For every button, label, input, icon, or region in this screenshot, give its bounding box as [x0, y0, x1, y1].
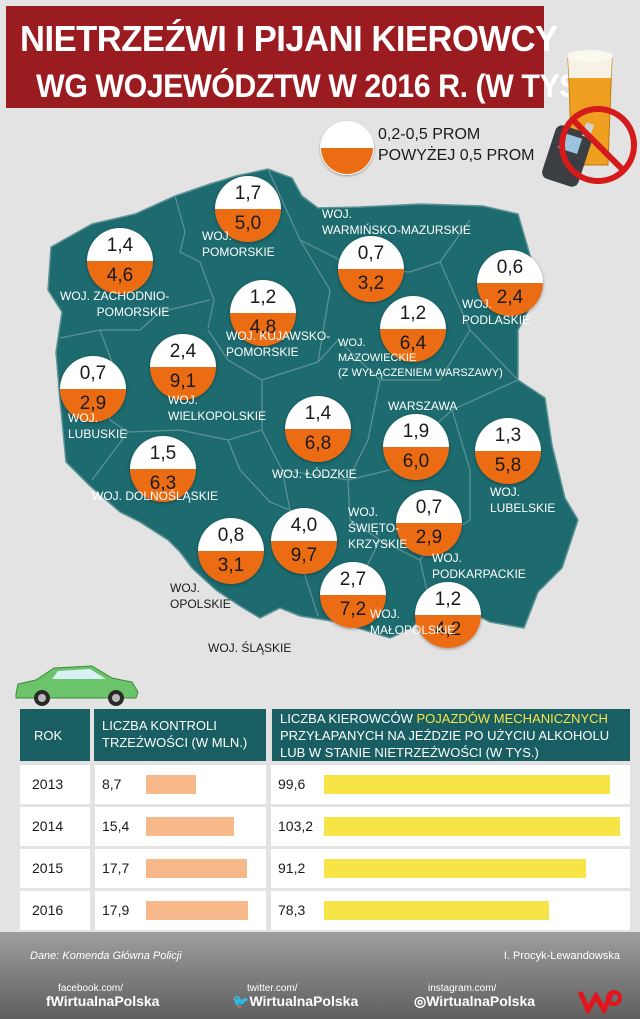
label-swietokrzyskie: WOJ. ŚWIĘTO- KRZYSKIE	[348, 505, 408, 551]
label-lubelskie: WOJ. LUBELSKIE	[490, 485, 556, 515]
source-text: Dane: Komenda Główna Policji	[30, 950, 182, 962]
facebook-url[interactable]: facebook.com/	[58, 983, 124, 994]
cell-year: 2016	[32, 902, 64, 918]
circle-slaskie: 4,0 9,7	[271, 508, 337, 574]
legend-circle	[320, 121, 374, 175]
drivers-bar	[324, 901, 549, 920]
circle-lodzkie: 1,4 6,8	[285, 396, 351, 462]
controls-bar	[146, 817, 234, 836]
label-warszawa: WARSZAWA	[388, 399, 458, 413]
controls-bar	[146, 775, 196, 794]
header-year: ROK	[20, 709, 90, 761]
label-kujawsko: WOJ. KUJAWSKO- POMORSKIE	[226, 329, 331, 359]
header-controls: LICZBA KONTROLI TRZEŹWOŚCI (W MLN.)	[94, 709, 266, 761]
label-lubuskie: WOJ. LUBUSKIE	[68, 411, 128, 441]
cell-controls: 17,9	[102, 902, 130, 918]
car-icon	[15, 665, 139, 706]
circle-lubelskie: 1,3 5,8	[475, 418, 541, 484]
author-text: I. Procyk-Lewandowska	[503, 950, 620, 962]
legend-low-label: 0,2-0,5 PROM	[378, 126, 481, 143]
cell-drivers: 103,2	[278, 818, 314, 834]
cell-controls: 8,7	[102, 776, 122, 792]
cell-controls: 17,7	[102, 860, 130, 876]
header-drivers: LICZBA KIEROWCÓW POJAZDÓW MECHANICZNYCH …	[272, 709, 630, 761]
instagram-icon: ◎	[414, 993, 427, 1009]
prohibition-icon	[559, 106, 637, 184]
instagram-link[interactable]: ◎WirtualnaPolska	[414, 993, 536, 1009]
label-malopolskie: WOJ. MAŁOPOLSKIE	[370, 607, 456, 637]
twitter-url[interactable]: twitter.com/	[247, 983, 298, 994]
label-wielkopolskie: WOJ. WIELKOPOLSKIE	[168, 393, 267, 423]
circle-podkarpackie: 1,2 4,2	[415, 582, 481, 648]
cell-controls: 15,4	[102, 818, 130, 834]
drivers-bar	[324, 859, 586, 878]
label-zachodniopomorskie: WOJ. ZACHODNIO- POMORSKIE	[60, 289, 170, 319]
label-mazowieckie: WOJ. MAZOWIECKIE (Z WYŁĄCZENIEM WARSZAWY)	[338, 337, 503, 379]
cell-drivers: 91,2	[278, 860, 306, 876]
instagram-url[interactable]: instagram.com/	[428, 983, 497, 994]
label-dolnoslaskie: WOJ. DOLNOŚLĄSKIE	[92, 489, 219, 503]
twitter-icon: 🐦	[232, 993, 250, 1009]
cell-drivers: 99,6	[278, 776, 306, 792]
cell-year: 2013	[32, 776, 64, 792]
label-pomorskie: WOJ. POMORSKIE	[202, 229, 275, 259]
label-slaskie: WOJ. ŚLĄSKIE	[208, 641, 292, 655]
footer	[0, 932, 640, 1019]
circle-swietokrzyskie: 0,7 2,9	[396, 490, 462, 556]
cell-drivers: 78,3	[278, 902, 306, 918]
controls-bar	[146, 901, 248, 920]
title-banner: NIETRZEŹWI I PIJANI KIEROWCY WG WOJEWÓDZ…	[6, 6, 597, 108]
facebook-icon: f	[46, 993, 51, 1009]
title-line-2: WG WOJEWÓDZTW W 2016 R. (W TYS.)	[36, 68, 597, 104]
wp-logo	[578, 990, 622, 1014]
legend-high-label: POWYŻEJ 0,5 PROM	[378, 147, 535, 164]
title-line-1: NIETRZEŹWI I PIJANI KIEROWCY	[20, 18, 558, 59]
table-row: 2015 17,7 91,2	[20, 849, 630, 888]
circle-wielkopolskie: 2,4 9,1	[150, 334, 216, 400]
cell-year: 2014	[32, 818, 64, 834]
facebook-link[interactable]: fWirtualnaPolska	[46, 993, 160, 1009]
label-lodzkie: WOJ. ŁÓDZKIE	[272, 467, 357, 481]
circle-warszawa: 1,9 6,0	[383, 414, 449, 480]
cell-year: 2015	[32, 860, 64, 876]
circle-opolskie: 0,8 3,1	[198, 518, 264, 584]
circle-zachodniopomorskie: 1,4 4,6	[87, 228, 153, 294]
label-podlaskie: WOJ. PODLASKIE	[462, 297, 531, 327]
label-warminsko: WOJ. WARMIŃSKO-MAZURSKIE	[322, 207, 471, 237]
circle-warminsko: 0,7 3,2	[338, 236, 404, 302]
table-row: 2013 8,7 99,6	[20, 765, 630, 804]
drivers-bar	[324, 775, 610, 794]
label-podkarpackie: WOJ. PODKARPACKIE	[432, 551, 526, 581]
twitter-link[interactable]: 🐦WirtualnaPolska	[232, 993, 359, 1009]
controls-bar	[146, 859, 247, 878]
table-row: 2014 15,4 103,2	[20, 807, 630, 846]
table-row: 2016 17,9 78,3	[20, 891, 630, 930]
label-opolskie: WOJ. OPOLSKIE	[170, 581, 231, 611]
drivers-bar	[324, 817, 620, 836]
